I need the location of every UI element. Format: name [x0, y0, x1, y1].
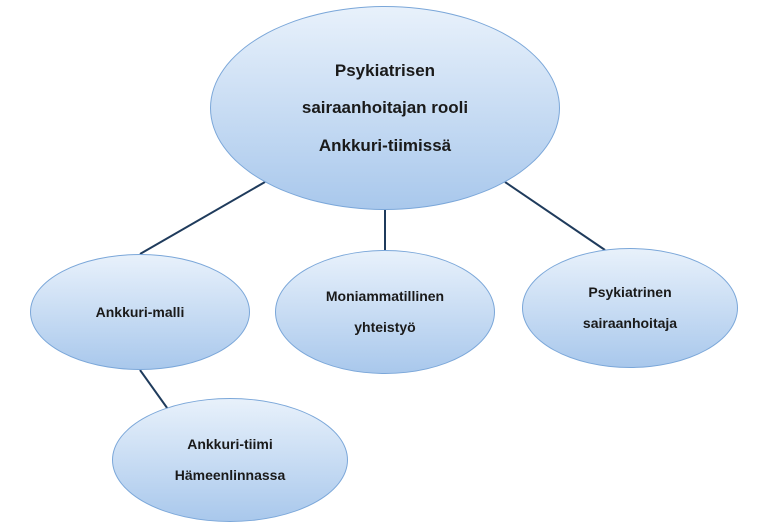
node-label-root: Psykiatrisensairaanhoitajan rooliAnkkuri… — [292, 42, 478, 174]
node-label-grandchild1: Ankkuri-tiimiHämeenlinnassa — [165, 419, 296, 501]
connector-line — [505, 182, 605, 250]
node-child2: Moniammatillinenyhteistyö — [275, 250, 495, 374]
node-child3: Psykiatrinensairaanhoitaja — [522, 248, 738, 368]
node-label-child3: Psykiatrinensairaanhoitaja — [573, 267, 687, 349]
node-label-child1: Ankkuri-malli — [86, 287, 195, 338]
node-child1: Ankkuri-malli — [30, 254, 250, 370]
connector-line — [140, 370, 170, 412]
node-root: Psykiatrisensairaanhoitajan rooliAnkkuri… — [210, 6, 560, 210]
node-label-child2: Moniammatillinenyhteistyö — [316, 271, 454, 353]
connector-line — [140, 182, 265, 254]
node-grandchild1: Ankkuri-tiimiHämeenlinnassa — [112, 398, 348, 522]
